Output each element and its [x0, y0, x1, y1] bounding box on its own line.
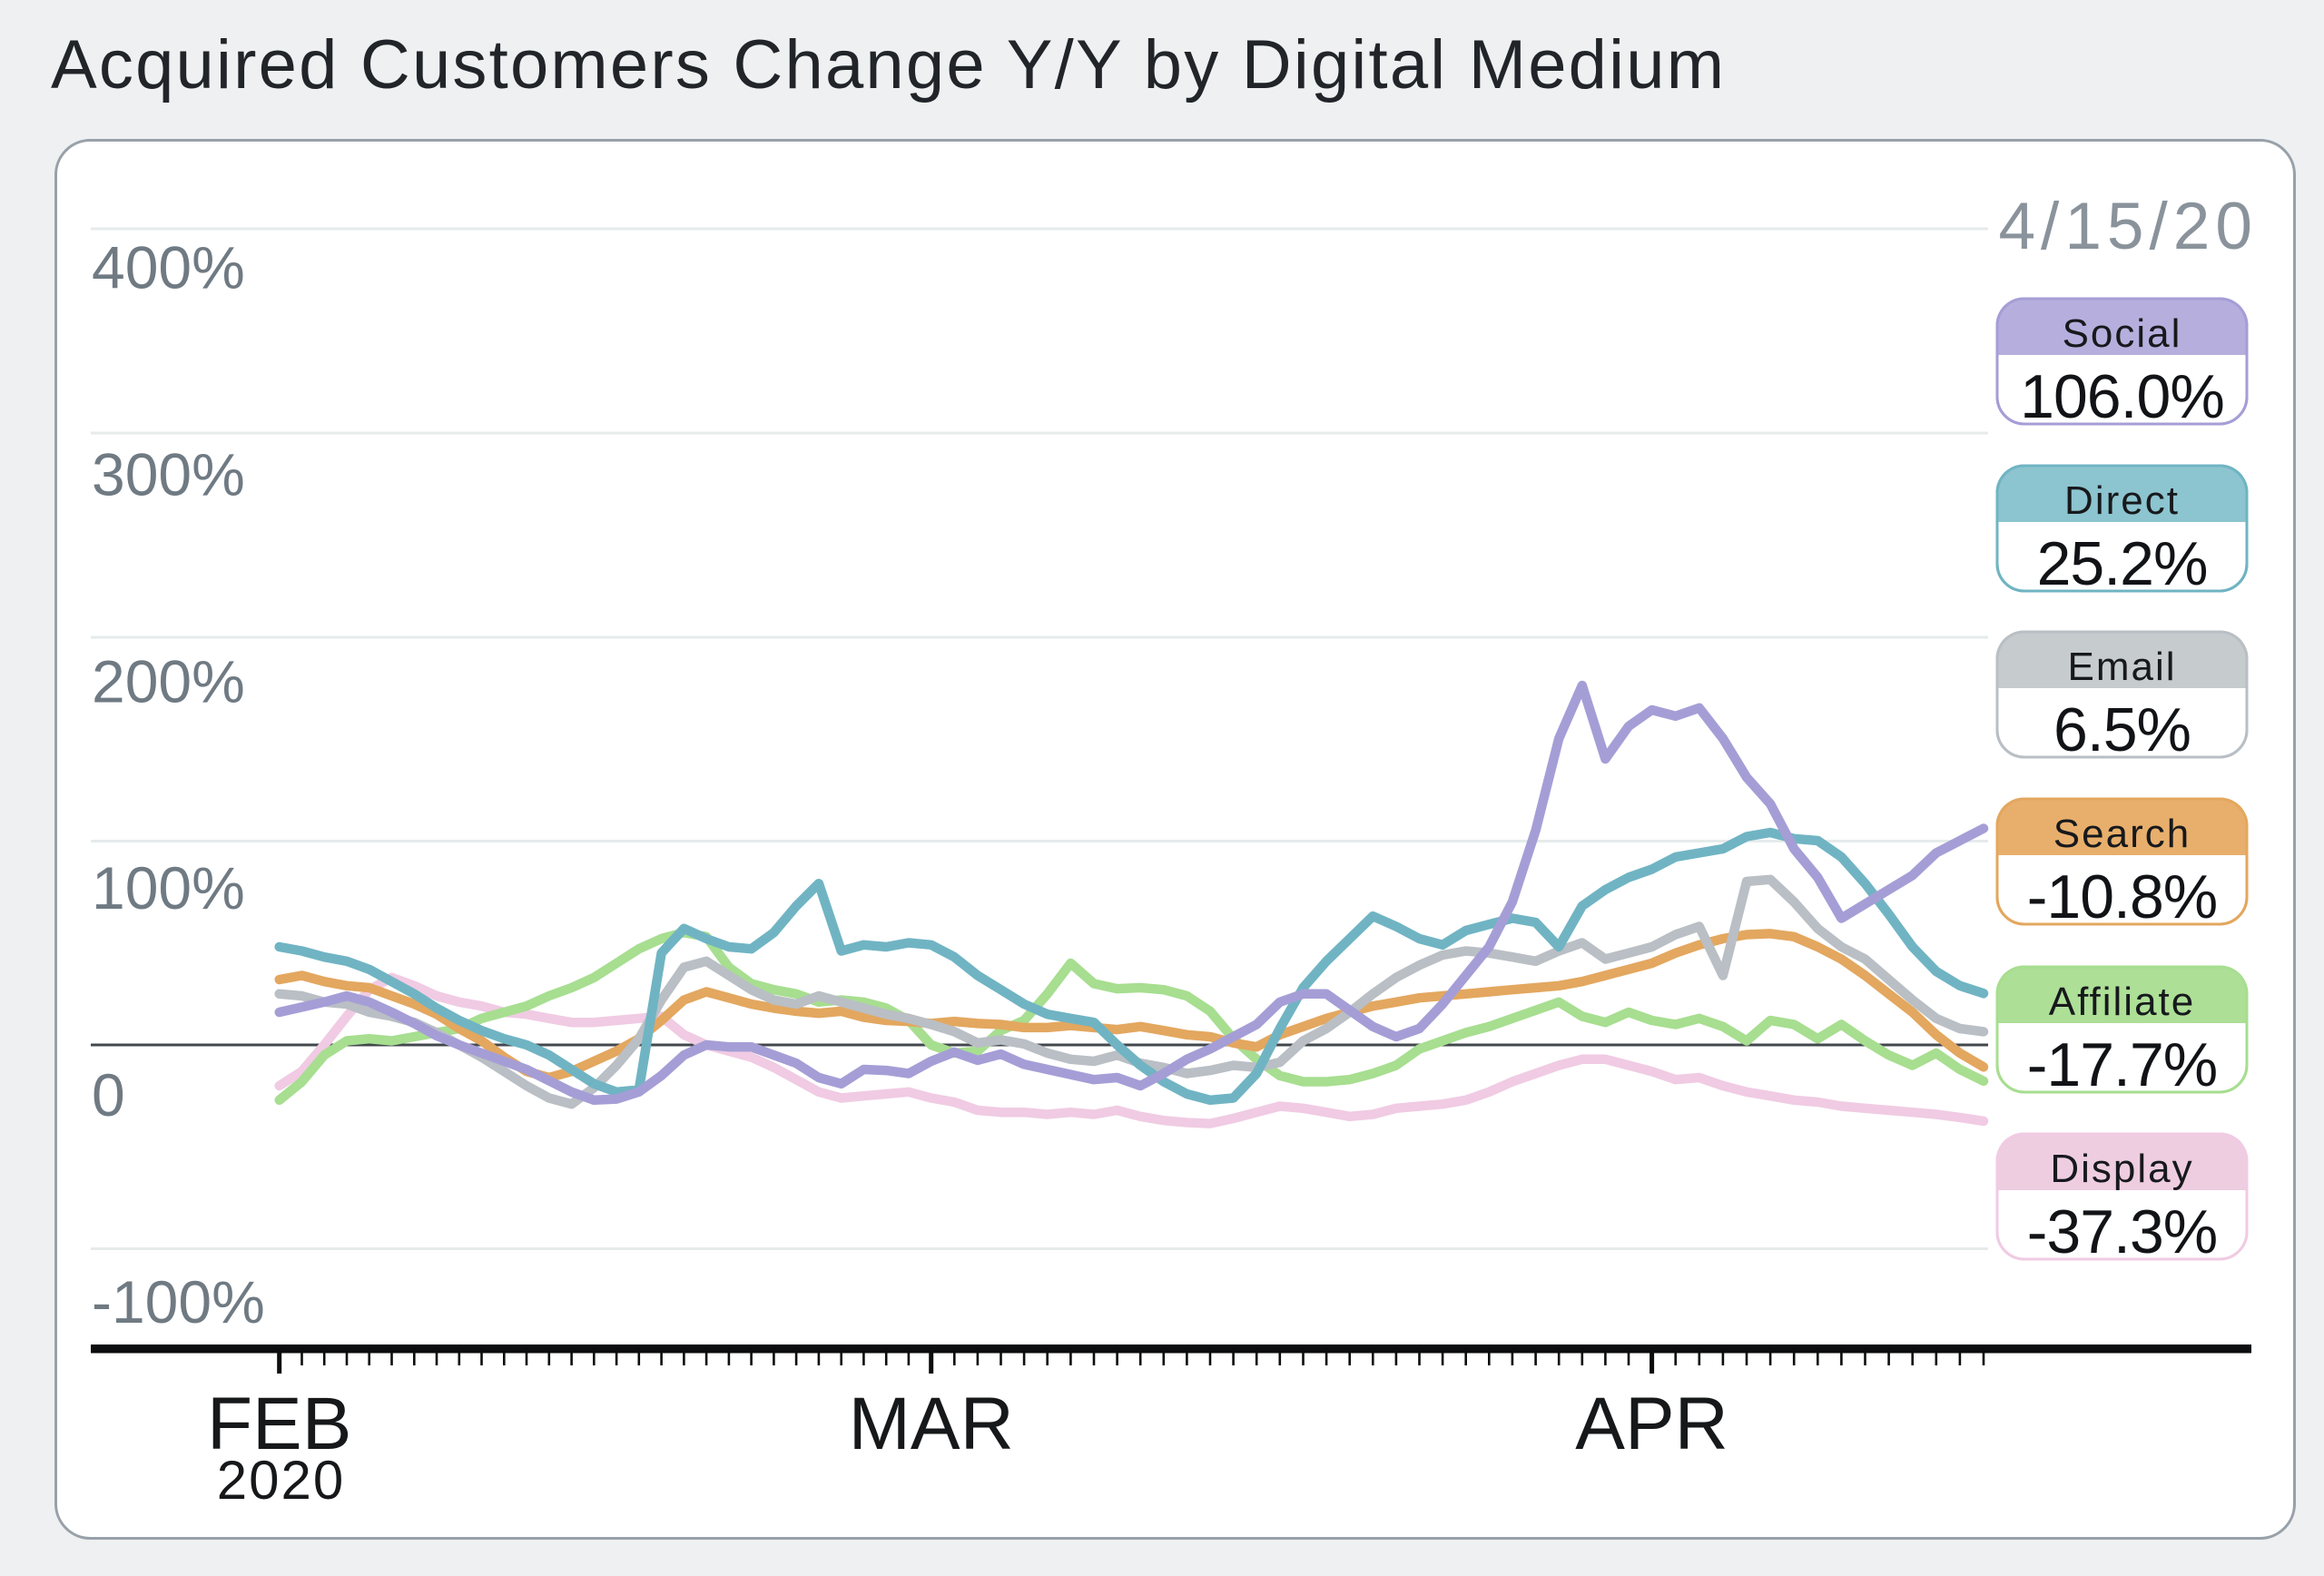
svg-text:0: 0: [92, 1061, 125, 1128]
svg-text:Acquired Customers Change Y/Y: Acquired Customers Change Y/Y by Digital…: [51, 26, 1726, 103]
svg-text:-37.3%: -37.3%: [2027, 1197, 2217, 1266]
svg-text:-17.7%: -17.7%: [2027, 1030, 2217, 1099]
svg-text:Display: Display: [2050, 1147, 2193, 1191]
svg-text:300%: 300%: [92, 440, 245, 507]
svg-text:106.0%: 106.0%: [2020, 362, 2224, 431]
svg-text:4/15/20: 4/15/20: [1998, 190, 2258, 263]
svg-text:Search: Search: [2053, 812, 2191, 856]
svg-text:200%: 200%: [92, 647, 245, 714]
svg-text:APR: APR: [1575, 1383, 1728, 1465]
svg-text:-10.8%: -10.8%: [2027, 862, 2217, 931]
svg-text:-100%: -100%: [92, 1268, 265, 1335]
svg-text:6.5%: 6.5%: [2053, 695, 2191, 764]
svg-text:FEB: FEB: [207, 1383, 351, 1465]
svg-text:400%: 400%: [92, 234, 245, 301]
svg-text:2020: 2020: [217, 1450, 345, 1511]
svg-text:MAR: MAR: [849, 1383, 1014, 1465]
svg-text:Direct: Direct: [2064, 478, 2180, 523]
svg-text:Email: Email: [2067, 645, 2176, 689]
svg-text:25.2%: 25.2%: [2037, 529, 2208, 598]
svg-text:Social: Social: [2063, 311, 2182, 356]
svg-text:Affiliate: Affiliate: [2049, 980, 2196, 1024]
svg-text:100%: 100%: [92, 854, 245, 921]
